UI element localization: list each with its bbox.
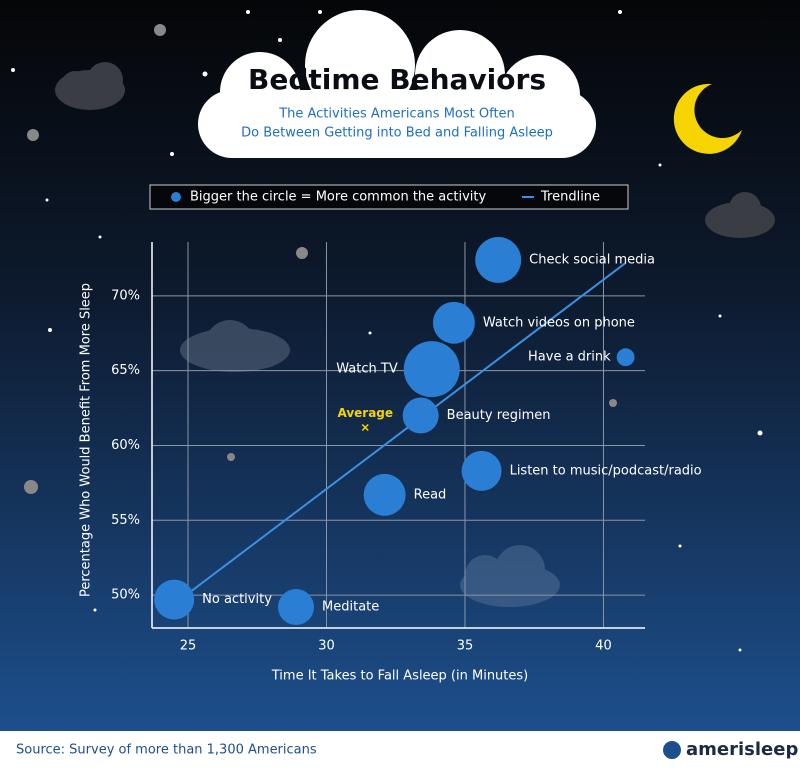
faint-cloud: [460, 545, 560, 607]
bubble: [403, 341, 460, 398]
moon: [673, 83, 742, 154]
bubble-label: Have a drink: [528, 350, 611, 365]
dark-cloud: [55, 62, 125, 110]
y-tick-label: 50%: [111, 588, 140, 603]
brand-logo: [663, 741, 681, 759]
bubble-label: Read: [414, 487, 447, 502]
x-axis-title: Time It Takes to Fall Asleep (in Minutes…: [271, 669, 528, 684]
x-tick-label: 25: [180, 639, 197, 654]
legend-label: Trendline: [540, 190, 600, 205]
faint-cloud: [180, 320, 290, 372]
subtitle: Do Between Getting into Bed and Falling …: [241, 126, 553, 141]
bubble: [432, 301, 475, 344]
stars: [11, 10, 763, 652]
average-marker: [361, 423, 369, 432]
bubble: [154, 579, 195, 620]
bubble-label: Watch TV: [336, 362, 398, 377]
bubble: [402, 397, 439, 434]
average-label: Average: [337, 406, 393, 420]
trendline: [173, 262, 627, 605]
bubble: [461, 450, 502, 491]
subtitle: The Activities Americans Most Often: [278, 107, 515, 122]
x-tick-label: 40: [595, 639, 612, 654]
chart-title: Bedtime Behaviors: [248, 63, 546, 96]
y-tick-label: 60%: [111, 438, 140, 453]
y-tick-label: 70%: [111, 288, 140, 303]
y-tick-label: 65%: [111, 363, 140, 378]
bubble-label: No activity: [202, 592, 272, 607]
brand: amerisleep: [686, 739, 798, 760]
bubble-label: Watch videos on phone: [483, 315, 635, 330]
legend-box: [149, 184, 629, 210]
bubble: [363, 473, 406, 516]
y-tick-label: 55%: [111, 513, 140, 528]
grey-stars: [24, 24, 617, 494]
bubble: [278, 589, 315, 626]
dark-cloud: [705, 192, 775, 238]
bubble-label: Listen to music/podcast/radio: [510, 463, 702, 478]
plot: 25 30 35 40 50% 55% 60% 65% 70% Check social medi…: [111, 236, 702, 654]
y-axis-title: Percentage Who Would Benefit From More S…: [79, 283, 94, 597]
bubble-label: Meditate: [322, 600, 379, 615]
legend-swatch: [171, 192, 181, 202]
bubble-label: Check social media: [529, 252, 655, 267]
source: Source: Survey of more than 1,300 Americ…: [16, 743, 317, 758]
x-tick-label: 35: [457, 639, 474, 654]
bubble: [616, 348, 635, 367]
bubble: [475, 236, 522, 283]
bubble-label: Beauty regimen: [447, 408, 551, 423]
x-tick-label: 30: [318, 639, 335, 654]
title-cloud: [198, 10, 596, 158]
legend-label: Bigger the circle = More common the acti…: [190, 190, 487, 205]
